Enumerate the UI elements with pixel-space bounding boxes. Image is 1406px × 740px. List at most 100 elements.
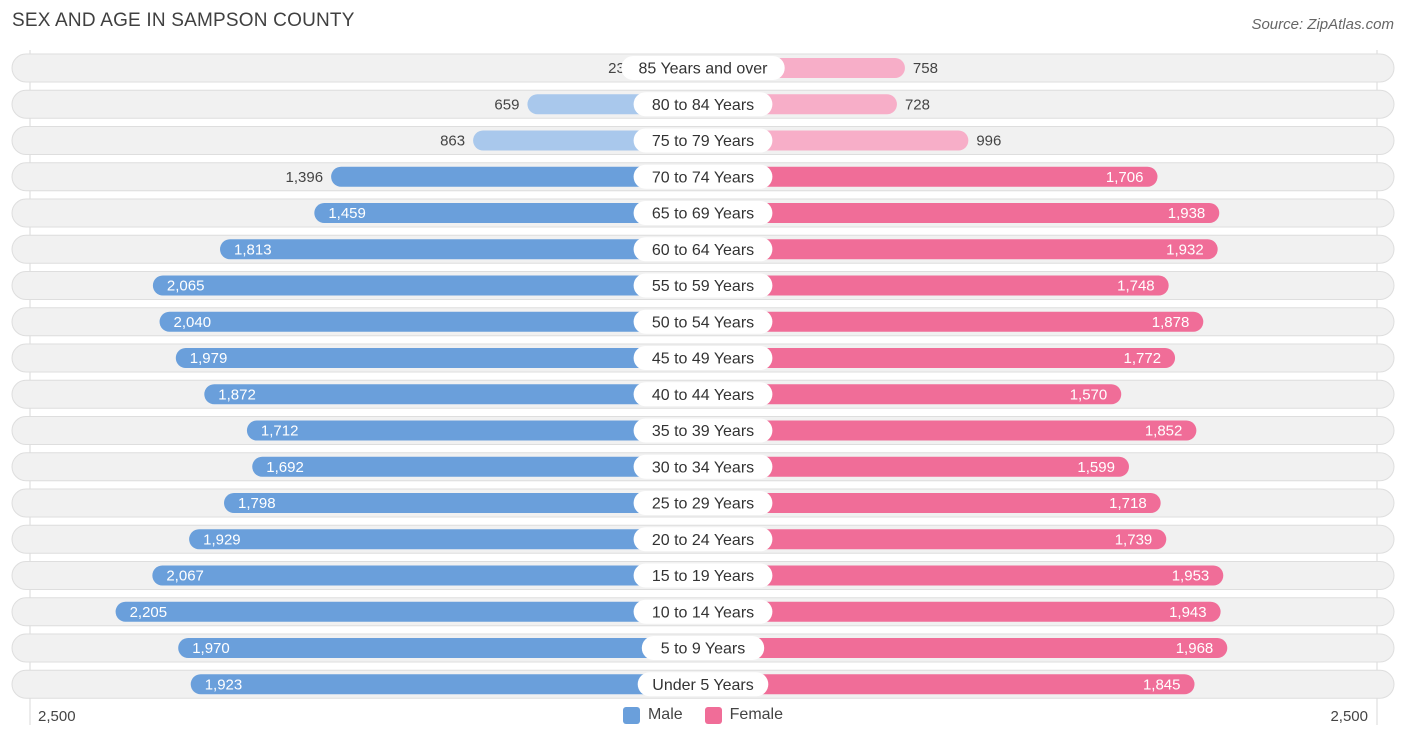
category-label: Under 5 Years <box>652 677 753 694</box>
category-label: 75 to 79 Years <box>652 133 754 150</box>
male-value-label: 2,067 <box>166 568 204 585</box>
female-bar <box>703 601 1221 622</box>
category-label-bg <box>633 382 773 407</box>
male-value-label: 863 <box>440 133 465 150</box>
legend-item-female[interactable]: Female <box>704 706 784 724</box>
category-label: 15 to 19 Years <box>652 568 754 585</box>
male-value-label: 1,798 <box>238 495 276 512</box>
row-5: 1,813 1,932 60 to 64 Years <box>11 234 1395 264</box>
male-bar <box>175 348 703 368</box>
female-bar <box>703 420 1197 441</box>
female-value-label: 1,852 <box>1145 423 1183 440</box>
category-label: 30 to 34 Years <box>652 459 754 476</box>
category-label: 20 to 24 Years <box>652 532 754 549</box>
category-label: 70 to 74 Years <box>652 169 754 186</box>
female-bar <box>703 348 1176 368</box>
category-label-bg <box>633 164 773 189</box>
category-label-bg <box>633 92 773 117</box>
male-bar <box>331 166 703 187</box>
female-bar <box>703 275 1169 296</box>
category-label: 60 to 64 Years <box>652 242 754 259</box>
female-value-label: 1,748 <box>1117 278 1155 295</box>
female-bar <box>703 674 1195 695</box>
male-value-label: 2,040 <box>174 314 212 331</box>
female-value-label: 1,599 <box>1077 459 1115 476</box>
female-bar <box>703 529 1167 550</box>
female-swatch <box>704 706 722 724</box>
female-bar <box>703 493 1161 513</box>
female-value-label: 1,953 <box>1172 568 1210 585</box>
female-value-label: 758 <box>913 60 938 77</box>
male-bar <box>246 420 703 441</box>
male-value-label: 1,712 <box>261 423 299 440</box>
legend-item-male[interactable]: Male <box>622 706 683 724</box>
male-bar <box>314 203 703 223</box>
legend-female-label: Female <box>729 706 784 723</box>
male-value-label: 1,813 <box>234 241 272 258</box>
category-label-bg <box>633 237 773 262</box>
male-value-label: 1,979 <box>190 350 228 367</box>
female-bar <box>703 638 1228 658</box>
male-value-label: 659 <box>494 96 519 113</box>
row-13: 1,929 1,739 20 to 24 Years <box>11 524 1395 554</box>
male-bar <box>152 275 703 296</box>
male-value-label: 1,692 <box>266 459 304 476</box>
female-bar <box>703 239 1218 260</box>
female-value-label: 1,932 <box>1166 241 1204 258</box>
male-value-label: 1,970 <box>192 640 230 657</box>
category-label-bg <box>633 418 773 443</box>
category-label: 35 to 39 Years <box>652 423 754 440</box>
category-label-bg <box>633 599 773 624</box>
row-8: 1,979 1,772 45 to 49 Years <box>11 343 1395 373</box>
category-label-bg <box>621 56 785 80</box>
category-label-bg <box>633 563 773 588</box>
category-label: 5 to 9 Years <box>661 641 746 658</box>
category-label-bg <box>633 346 773 370</box>
row-15: 2,205 1,943 10 to 14 Years <box>11 597 1395 627</box>
female-value-label: 1,938 <box>1168 205 1206 222</box>
male-bar <box>204 384 703 405</box>
category-label-bg <box>633 454 773 479</box>
male-bar <box>252 456 703 477</box>
male-value-label: 2,065 <box>167 278 205 295</box>
category-label: 50 to 54 Years <box>652 314 754 331</box>
female-bar <box>703 166 1158 187</box>
category-label-bg <box>633 273 773 298</box>
male-bar <box>178 638 703 658</box>
category-label-bg <box>633 309 773 334</box>
axis-left-tick-label: 2,500 <box>38 708 76 725</box>
category-label: 45 to 49 Years <box>652 351 754 368</box>
female-bar <box>703 203 1220 223</box>
male-bar <box>220 239 704 260</box>
row-10: 1,712 1,852 35 to 39 Years <box>11 416 1395 445</box>
female-value-label: 1,772 <box>1124 350 1162 367</box>
male-bar <box>159 311 703 332</box>
male-value-label: 2,205 <box>130 604 168 621</box>
legend-male-label: Male <box>647 706 683 723</box>
female-value-label: 1,718 <box>1109 495 1147 512</box>
chart-title: SEX AND AGE IN SAMPSON COUNTY <box>12 10 355 31</box>
female-value-label: 1,845 <box>1143 676 1181 693</box>
row-14: 2,067 1,953 15 to 19 Years <box>11 561 1395 590</box>
male-bar <box>190 674 704 695</box>
female-value-label: 1,706 <box>1106 169 1144 186</box>
axis-right-tick-label: 2,500 <box>1330 708 1368 725</box>
row-17: 1,923 1,845 Under 5 Years <box>11 669 1395 699</box>
male-value-label: 1,872 <box>218 386 256 403</box>
row-12: 1,798 1,718 25 to 29 Years <box>11 488 1395 518</box>
female-value-label: 1,878 <box>1152 314 1190 331</box>
row-3: 1,396 1,706 70 to 74 Years <box>11 162 1395 192</box>
row-4: 1,459 1,938 65 to 69 Years <box>11 198 1395 228</box>
female-value-label: 1,968 <box>1176 640 1214 657</box>
category-label: 10 to 14 Years <box>652 604 754 621</box>
category-label: 40 to 44 Years <box>652 387 754 404</box>
male-bar <box>189 529 704 550</box>
row-9: 1,872 1,570 40 to 44 Years <box>11 379 1395 409</box>
row-7: 2,040 1,878 50 to 54 Years <box>11 307 1395 337</box>
category-label-bg <box>633 128 773 153</box>
female-bar <box>703 311 1204 332</box>
male-value-label: 1,396 <box>286 169 324 186</box>
row-1: 659 728 80 to 84 Years <box>11 89 1395 119</box>
